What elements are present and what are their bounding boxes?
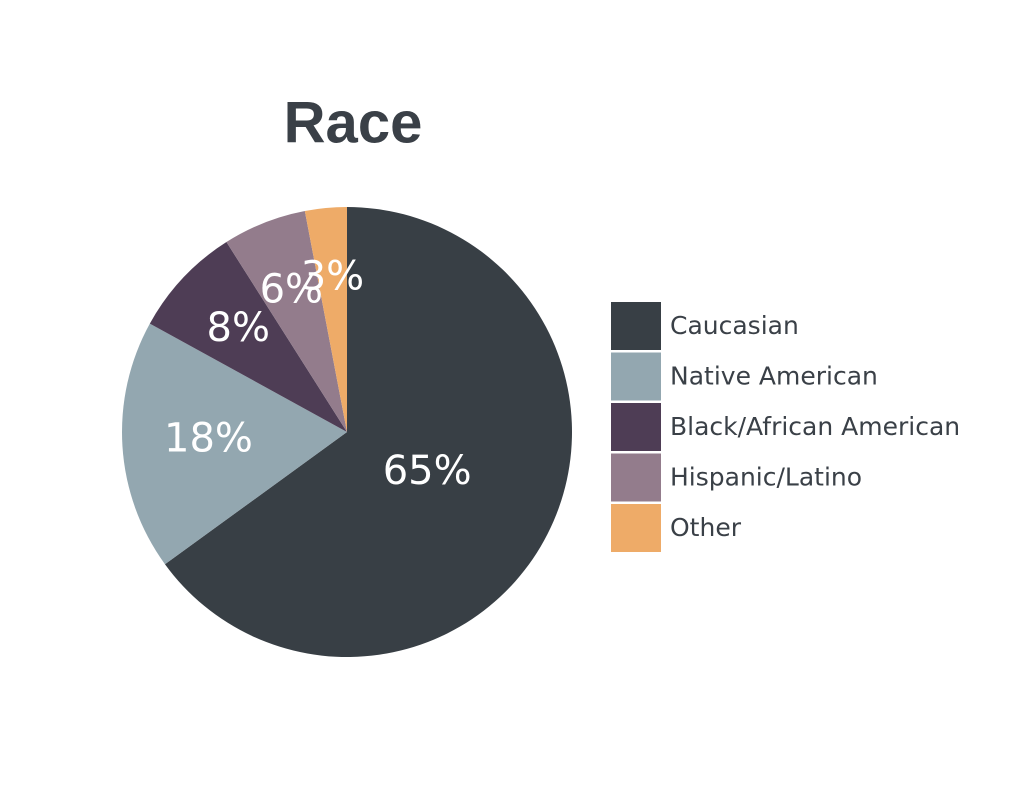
pie-slice xyxy=(304,207,347,432)
legend-swatch xyxy=(611,453,661,502)
legend-swatch xyxy=(611,302,661,350)
pie-slice xyxy=(121,323,347,565)
pie-slice xyxy=(226,210,347,432)
value-label: 65% xyxy=(383,448,472,494)
legend-label: Hispanic/Latino xyxy=(670,463,862,492)
value-label: 3% xyxy=(301,253,364,299)
legend-swatch xyxy=(611,403,661,451)
pie-slice xyxy=(149,242,347,432)
pie-slice xyxy=(164,207,572,658)
legend-label: Native American xyxy=(670,362,878,391)
chart-title: Race xyxy=(284,90,423,155)
value-label: 8% xyxy=(207,305,270,351)
legend-swatch xyxy=(611,352,661,401)
legend-label: Caucasian xyxy=(670,311,799,340)
legend-swatch xyxy=(611,504,661,552)
legend-label: Black/African American xyxy=(670,412,960,441)
value-label: 18% xyxy=(164,416,253,462)
legend-label: Other xyxy=(670,513,742,542)
value-label: 6% xyxy=(260,266,323,312)
